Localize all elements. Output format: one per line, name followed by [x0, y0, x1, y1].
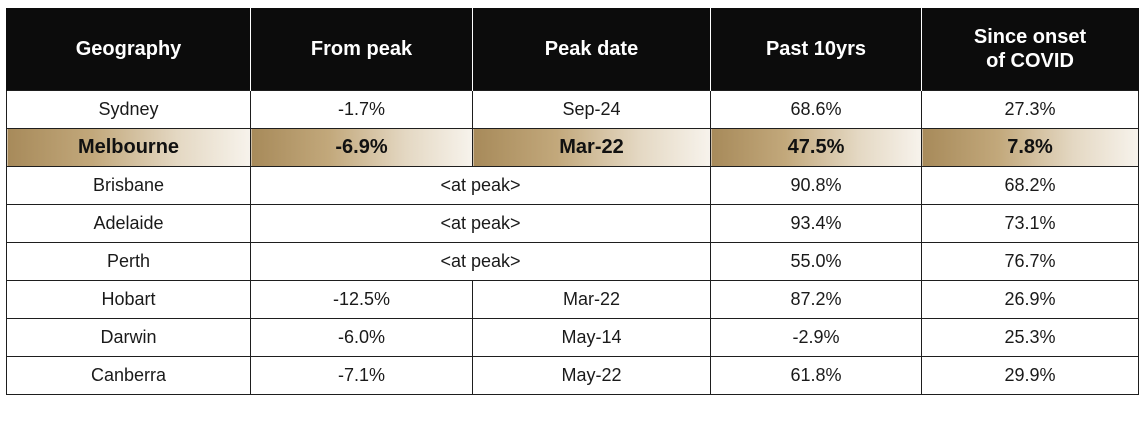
peak-date-cell: Mar-22 — [472, 128, 711, 167]
peak-date-cell: May-22 — [472, 356, 711, 395]
geography-cell: Brisbane — [6, 166, 251, 205]
since-covid-cell: 7.8% — [921, 128, 1139, 167]
at-peak-cell: <at peak> — [250, 166, 711, 205]
from-peak-cell: -12.5% — [250, 280, 473, 319]
geography-cell: Hobart — [6, 280, 251, 319]
header-since-covid-line2: of COVID — [986, 50, 1074, 72]
from-peak-cell: -1.7% — [250, 90, 473, 129]
table-row: Darwin -6.0% May-14 -2.9% 25.3% — [6, 318, 1139, 357]
geography-cell: Darwin — [6, 318, 251, 357]
since-covid-cell: 73.1% — [921, 204, 1139, 243]
table-body: Sydney -1.7% Sep-24 68.6% 27.3% Melbourne -6.9… — [6, 90, 1139, 395]
header-since-covid-line1: Since onset — [973, 26, 1087, 48]
past-10yrs-cell: 61.8% — [710, 356, 922, 395]
table-row: Hobart -12.5% Mar-22 87.2% 26.9% — [6, 280, 1139, 319]
peak-date-cell: May-14 — [472, 318, 711, 357]
header-past-10yrs: Past 10yrs — [710, 8, 922, 91]
since-covid-cell: 29.9% — [921, 356, 1139, 395]
at-peak-cell: <at peak> — [250, 204, 711, 243]
from-peak-cell: -6.0% — [250, 318, 473, 357]
table-row: Canberra -7.1% May-22 61.8% 29.9% — [6, 356, 1139, 395]
at-peak-cell: <at peak> — [250, 242, 711, 281]
header-peak-date: Peak date — [472, 8, 711, 91]
since-covid-cell: 76.7% — [921, 242, 1139, 281]
table-row: Brisbane <at peak> 90.8% 68.2% — [6, 166, 1139, 205]
from-peak-cell: -6.9% — [250, 128, 473, 167]
geography-cell: Perth — [6, 242, 251, 281]
past-10yrs-cell: 93.4% — [710, 204, 922, 243]
since-covid-cell: 68.2% — [921, 166, 1139, 205]
geography-cell: Canberra — [6, 356, 251, 395]
past-10yrs-cell: 55.0% — [710, 242, 922, 281]
since-covid-cell: 27.3% — [921, 90, 1139, 129]
since-covid-cell: 25.3% — [921, 318, 1139, 357]
geography-cell: Adelaide — [6, 204, 251, 243]
header-row: Geography From peak Peak date Past 10yrs… — [6, 8, 1139, 91]
geography-cell: Melbourne — [6, 128, 251, 167]
past-10yrs-cell: 68.6% — [710, 90, 922, 129]
past-10yrs-cell: 90.8% — [710, 166, 922, 205]
past-10yrs-cell: -2.9% — [710, 318, 922, 357]
header-since-covid: Since onset of COVID — [921, 8, 1139, 91]
past-10yrs-cell: 87.2% — [710, 280, 922, 319]
table-row: Melbourne -6.9% Mar-22 47.5% 7.8% — [6, 128, 1139, 167]
from-peak-cell: -7.1% — [250, 356, 473, 395]
header-geography: Geography — [6, 8, 251, 91]
peak-date-cell: Mar-22 — [472, 280, 711, 319]
table-row: Adelaide <at peak> 93.4% 73.1% — [6, 204, 1139, 243]
peak-date-cell: Sep-24 — [472, 90, 711, 129]
since-covid-cell: 26.9% — [921, 280, 1139, 319]
data-table: Geography From peak Peak date Past 10yrs… — [6, 8, 1139, 395]
table-row: Perth <at peak> 55.0% 76.7% — [6, 242, 1139, 281]
geography-cell: Sydney — [6, 90, 251, 129]
table-row: Sydney -1.7% Sep-24 68.6% 27.3% — [6, 90, 1139, 129]
past-10yrs-cell: 47.5% — [710, 128, 922, 167]
header-from-peak: From peak — [250, 8, 473, 91]
